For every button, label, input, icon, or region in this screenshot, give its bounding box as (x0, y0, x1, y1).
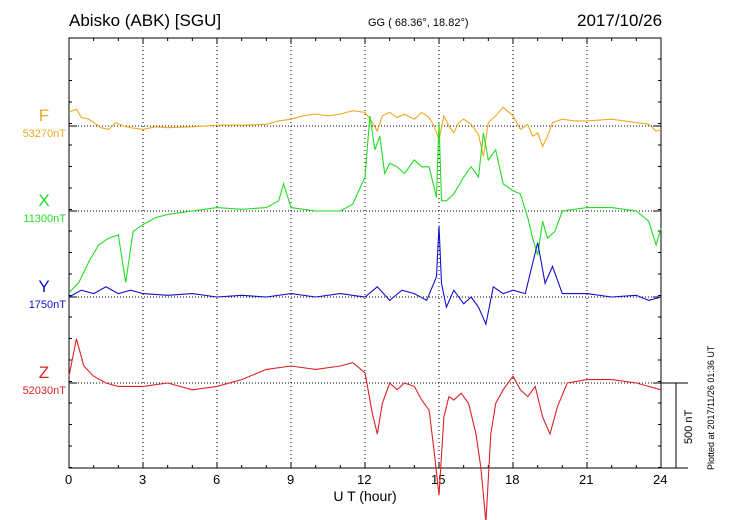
component-label-z: Z (38, 363, 50, 382)
x-tick-label: 0 (65, 472, 73, 487)
x-tick-label: 21 (579, 472, 594, 487)
x-tick-label: 24 (653, 472, 668, 487)
station-title: Abisko (ABK) [SGU] (69, 11, 222, 30)
date-label: 2017/10/26 (577, 11, 663, 30)
x-tick-label: 12 (357, 472, 372, 487)
baseline-value-f: 53270nT (22, 128, 66, 140)
component-label-y: Y (38, 277, 50, 296)
x-tick-label: 18 (505, 472, 520, 487)
trace-y (68, 225, 662, 327)
x-tick-label: 15 (431, 472, 446, 487)
x-axis-label: U T (hour) (333, 488, 397, 504)
geographic-coordinates: GG ( 68.36°, 18.82°) (368, 17, 469, 29)
baseline-value-z: 52030nT (22, 385, 66, 397)
x-tick-label: 3 (139, 472, 147, 487)
trace-f (68, 106, 662, 157)
component-label-f: F (38, 106, 50, 125)
baseline-value-x: 11300nT (23, 213, 66, 225)
trace-z (68, 338, 662, 520)
x-tick-label: 9 (287, 472, 295, 487)
x-tick-label: 6 (213, 472, 221, 487)
component-label-x: X (38, 191, 50, 210)
baseline-value-y: 1750nT (28, 299, 66, 311)
